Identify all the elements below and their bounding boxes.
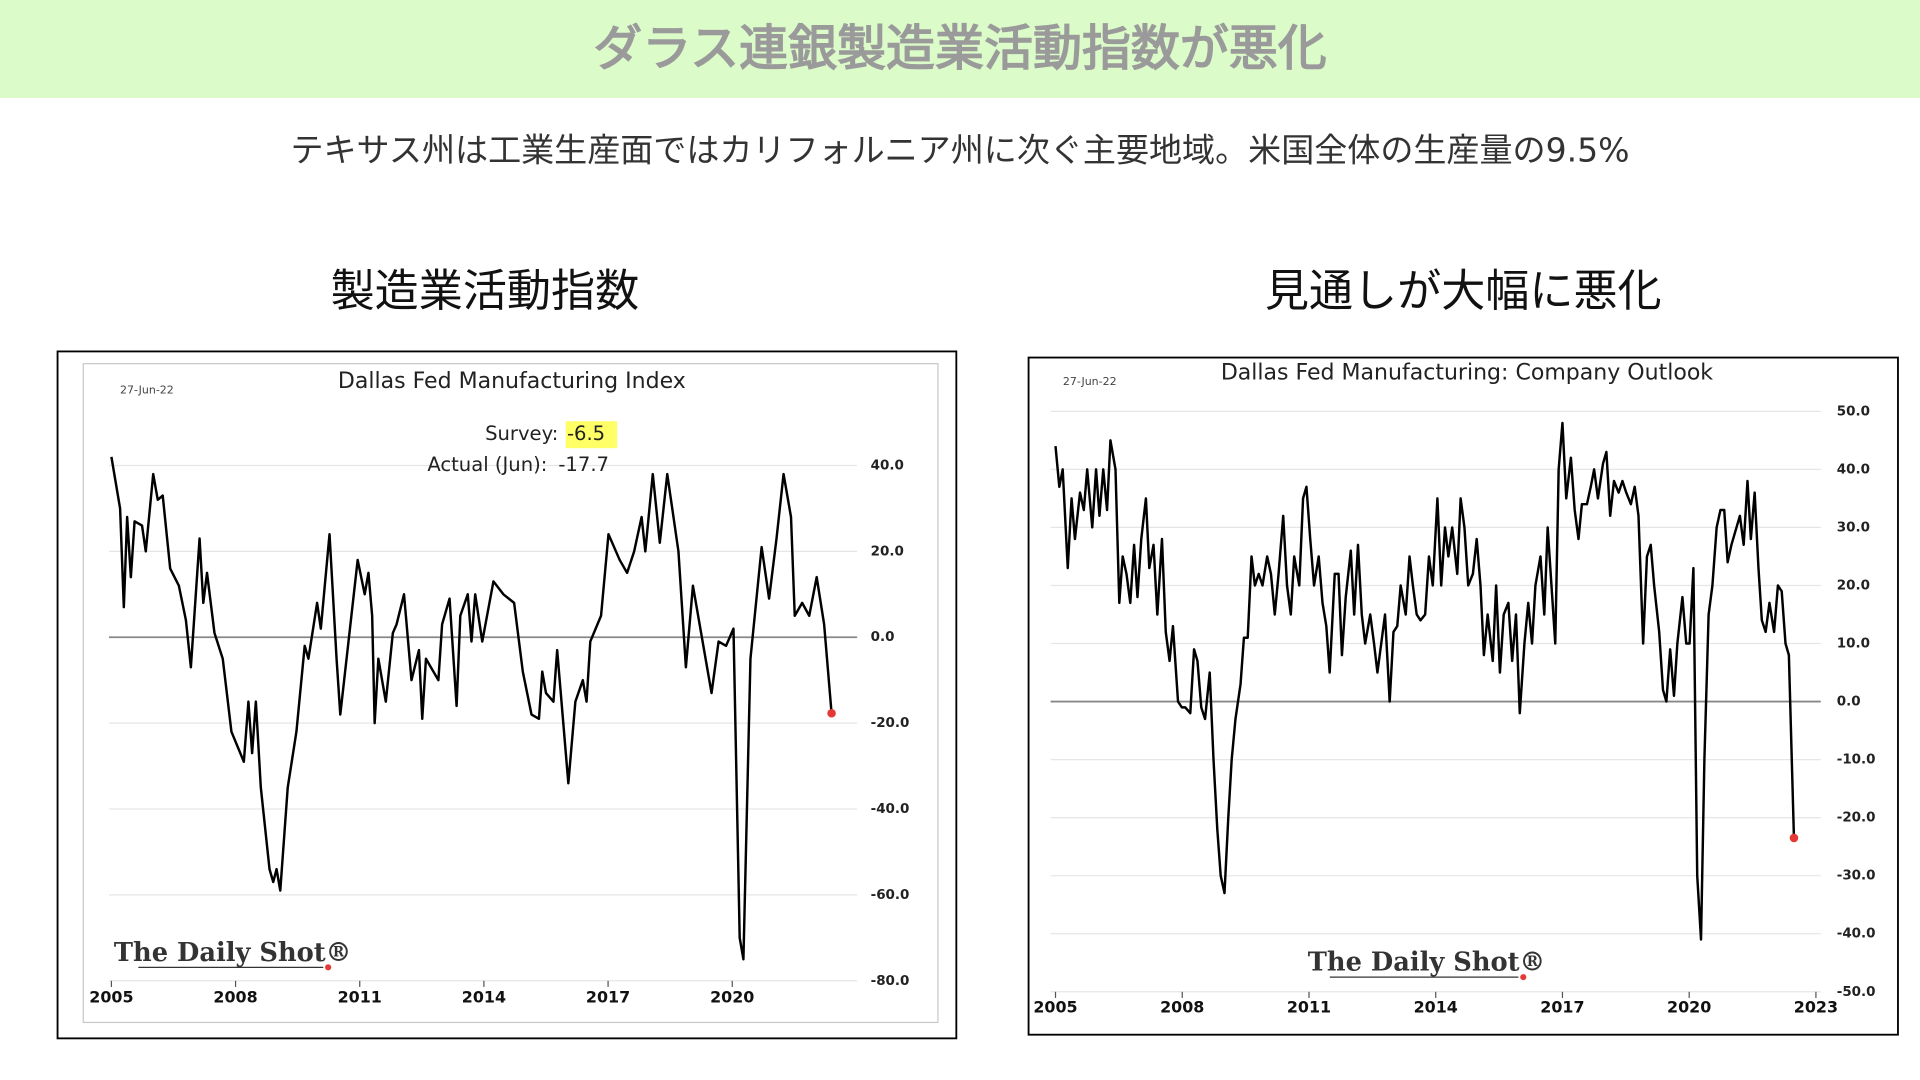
y-tick-label: -10.0 — [1837, 753, 1876, 768]
x-tick-label: 2020 — [710, 987, 754, 1006]
slide-subtitle: テキサス州は工業生産面ではカリフォルニア州に次ぐ主要地域。米国全体の生産量の9.… — [290, 130, 1629, 169]
y-tick-label: 50.0 — [1837, 404, 1870, 419]
x-tick-label: 2017 — [586, 987, 630, 1006]
y-tick-label: 30.0 — [1837, 520, 1870, 535]
chart-title: Dallas Fed Manufacturing: Company Outloo… — [1221, 360, 1713, 385]
highlight — [565, 421, 618, 449]
watermark: The Daily Shot® — [114, 938, 351, 968]
chart-date: 27-Jun-22 — [120, 384, 174, 397]
slide-title: ダラス連銀製造業活動指数が悪化 — [593, 20, 1327, 77]
chart-box — [1027, 356, 1899, 1036]
chart-heading: 製造業活動指数 — [331, 266, 640, 317]
title-band — [0, 0, 1920, 98]
y-tick-label: -50.0 — [1837, 985, 1876, 1000]
y-tick-label: -20.0 — [1837, 811, 1876, 826]
y-tick-label: -60.0 — [871, 888, 910, 903]
annotation-value: -17.7 — [558, 453, 609, 476]
slide-content: ダラス連銀製造業活動指数が悪化 テキサス州は工業生産面ではカリフォルニア州に次ぐ… — [0, 0, 1920, 1040]
x-tick-label: 2011 — [338, 987, 382, 1006]
last-point — [827, 708, 836, 718]
annotation-label: Survey: — [485, 422, 558, 445]
x-tick-label: 2014 — [462, 987, 506, 1006]
chart-date: 27-Jun-22 — [1063, 375, 1117, 388]
y-tick-label: 0.0 — [1837, 695, 1861, 710]
chart-heading: 見通しが大幅に悪化 — [1265, 266, 1662, 317]
x-tick-label: 2008 — [1160, 997, 1204, 1016]
annotation-label: Actual (Jun): — [427, 453, 547, 476]
y-tick-label: 20.0 — [871, 544, 904, 559]
watermark-dot — [325, 964, 332, 971]
chart-frame — [82, 363, 939, 1024]
x-tick-label: 2008 — [213, 987, 257, 1006]
y-tick-label: -20.0 — [871, 716, 910, 731]
line-series — [1054, 421, 1796, 941]
last-point — [1789, 833, 1799, 843]
x-tick-label: 2014 — [1414, 997, 1458, 1016]
y-tick-label: -80.0 — [871, 974, 910, 989]
y-tick-label: -30.0 — [1837, 869, 1876, 884]
annotation-value: -6.5 — [567, 422, 605, 445]
x-tick-label: 2005 — [1033, 997, 1077, 1016]
y-tick-label: 40.0 — [1837, 462, 1870, 477]
watermark-dot — [1520, 974, 1527, 981]
x-tick-label: 2017 — [1540, 997, 1584, 1016]
watermark: The Daily Shot® — [1308, 948, 1545, 978]
line-series — [110, 456, 833, 961]
x-tick-label: 2023 — [1794, 997, 1838, 1016]
chart-title: Dallas Fed Manufacturing Index — [338, 369, 686, 394]
y-tick-label: 40.0 — [871, 458, 904, 473]
y-tick-label: 20.0 — [1837, 578, 1870, 593]
y-tick-label: 0.0 — [871, 630, 895, 645]
y-tick-label: -40.0 — [1837, 927, 1876, 942]
y-tick-label: -40.0 — [871, 802, 910, 817]
x-tick-label: 2005 — [89, 987, 133, 1006]
y-tick-label: 10.0 — [1837, 637, 1870, 652]
x-tick-label: 2011 — [1287, 997, 1331, 1016]
x-tick-label: 2020 — [1667, 997, 1711, 1016]
